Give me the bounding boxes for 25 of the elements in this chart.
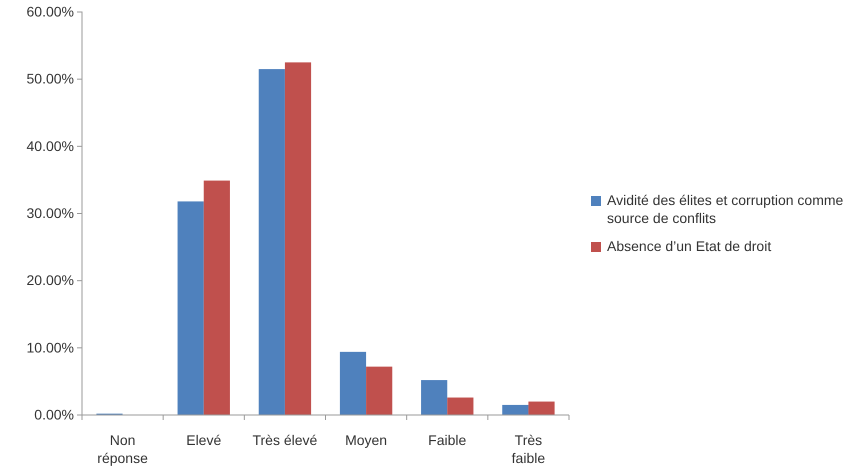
legend-label: Avidité des élites et corruption comme source de conflits (607, 192, 844, 226)
bar (447, 398, 474, 415)
bar (178, 201, 204, 415)
x-tick-label: Très élevé (252, 432, 318, 448)
y-tick-label: 30.00% (26, 204, 74, 221)
bar (528, 402, 555, 415)
x-tick-label: Elevé (186, 432, 222, 448)
x-tick-label: Très faible (512, 432, 546, 466)
x-tick-label: Faible (428, 432, 467, 448)
legend-label: Absence d’un Etat de droit (607, 238, 772, 254)
y-tick-label: 0.00% (34, 406, 74, 422)
x-tick-label: Moyen (345, 432, 388, 448)
y-tick-label: 10.00% (26, 339, 74, 356)
y-tick-label: 50.00% (26, 70, 74, 87)
bar (204, 180, 230, 415)
y-tick-label: 40.00% (26, 138, 74, 154)
y-tick-label: 60.00% (26, 3, 74, 20)
bar (502, 404, 528, 415)
bar (340, 352, 366, 415)
bar (366, 366, 392, 415)
bar (284, 62, 312, 415)
y-tick-label: 20.00% (26, 272, 74, 288)
bar (421, 380, 448, 415)
bar (258, 69, 285, 415)
x-tick-label: Non réponse (97, 432, 148, 466)
